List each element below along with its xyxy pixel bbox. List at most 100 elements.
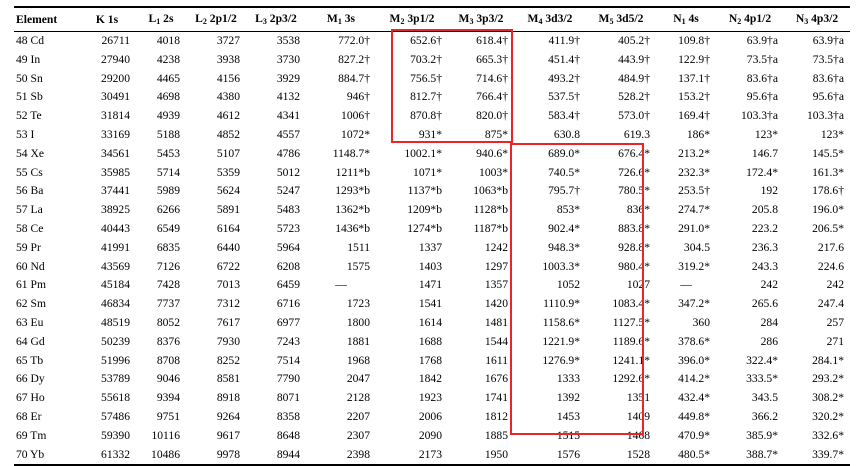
column-header-orbital: 3p3/2 <box>473 12 504 25</box>
energy-cell: 4380 <box>216 90 240 104</box>
energy-cell: 35985 <box>101 165 130 179</box>
energy-cell: 619.3 <box>623 127 650 141</box>
energy-cell: 5188 <box>156 127 180 141</box>
energy-cell: 172.4* <box>746 165 778 179</box>
energy-cell: 9394 <box>156 391 180 405</box>
energy-cell: 6440 <box>216 240 240 254</box>
energy-cell: 4132 <box>276 90 300 104</box>
energy-cell: 980.4* <box>618 259 650 273</box>
energy-cell: 304.5 <box>683 240 710 254</box>
energy-cell: 95.6†a <box>746 90 778 104</box>
energy-cell: 123* <box>754 127 778 141</box>
energy-cell: 1071* <box>413 165 442 179</box>
energy-cell: 6722 <box>216 259 240 273</box>
energy-cell: 265.6 <box>751 297 778 311</box>
energy-cell: 726.6* <box>618 165 650 179</box>
energy-cell: 217.6 <box>817 240 844 254</box>
energy-cell: 6549 <box>156 221 180 235</box>
table-row: 54 Xe 34561 5453 5107 4786 1148.7* 1002.1* 940.… <box>14 145 850 164</box>
energy-cell: 484.9† <box>618 71 650 85</box>
column-header-6: M2 3p1/2 <box>376 7 448 32</box>
energy-cell: 812.7† <box>410 90 442 104</box>
energy-cell: 573.0† <box>618 109 650 123</box>
energy-cell: 366.2 <box>751 409 778 423</box>
energy-cell: 449.8* <box>678 409 710 423</box>
energy-cell: 405.2† <box>618 34 650 47</box>
column-header-main: L <box>148 12 157 25</box>
energy-cell: 2207 <box>346 409 370 423</box>
energy-cell: 145.5* <box>812 146 844 160</box>
energy-cell: 1052 <box>556 278 580 292</box>
table-body: 48 Cd 26711 4018 3727 3538 772.0† 652.6† 618.4†… <box>14 32 850 466</box>
energy-cell: 8071 <box>276 391 300 405</box>
energy-cell: 1471 <box>418 278 442 292</box>
energy-cell: 1063*b <box>473 184 508 198</box>
energy-cell: 5453 <box>156 146 180 160</box>
energy-cell: 795.7† <box>548 184 580 198</box>
energy-cell: 1276.9* <box>542 353 580 367</box>
energy-cell: 772.0† <box>338 34 370 47</box>
energy-cell: 1128*b <box>473 203 508 217</box>
energy-cell: 73.5†a <box>812 52 844 66</box>
column-header-3: L2 2p1/2 <box>186 7 246 32</box>
column-header-2: L1 2s <box>136 7 186 32</box>
column-header-main: N <box>728 12 738 25</box>
energy-cell: 6459 <box>276 278 300 292</box>
energy-cell: 1688 <box>418 334 442 348</box>
table-row: 50 Sn 29200 4465 4156 3929 884.7† 756.5† 714.6†… <box>14 70 850 89</box>
energy-cell: 7013 <box>216 278 240 292</box>
energy-cell: 1768 <box>418 353 442 367</box>
table-row: 56 Ba 37441 5989 5624 5247 1293*b 1137*b 1063*b… <box>14 182 850 201</box>
energy-cell: 4786 <box>276 146 300 160</box>
table-row: 67 Ho 55618 9394 8918 8071 2128 1923 1741 1392 13… <box>14 389 850 408</box>
energy-cell: 1453 <box>556 409 580 423</box>
energy-cell: 948.3* <box>548 240 580 254</box>
element-cell: 57 La <box>16 203 43 217</box>
element-cell: 66 Dy <box>16 372 45 386</box>
energy-cell: 6266 <box>156 203 180 217</box>
energy-cell: 676.4* <box>618 146 650 160</box>
column-header-orbital: 3p1/2 <box>404 12 435 25</box>
energy-cell: 247.4 <box>817 297 844 311</box>
column-header-subscript: 3 <box>262 17 267 26</box>
energy-cell: 55618 <box>101 391 130 405</box>
energy-cell: 1357 <box>484 278 508 292</box>
energy-cell: 63.9†a <box>812 34 844 47</box>
energy-cell: 3929 <box>276 71 300 85</box>
energy-cell: 3938 <box>216 52 240 66</box>
element-cell: 53 I <box>16 127 35 141</box>
energy-cell: 192 <box>760 184 778 198</box>
table-row: 70 Yb 61332 10486 9978 8944 2398 2173 1950 1576 1… <box>14 445 850 466</box>
table-row: 69 Tm 59390 10116 9617 8648 2307 2090 1885 1515 1… <box>14 427 850 446</box>
table-row: 57 La 38925 6266 5891 5483 1362*b 1209*b 1128*b… <box>14 201 850 220</box>
column-header-subscript: 1 <box>337 17 342 26</box>
element-cell: 52 Te <box>16 109 42 123</box>
energy-cell: 31814 <box>101 109 130 123</box>
energy-cell: 2128 <box>346 391 370 405</box>
energy-cell: 5714 <box>156 165 180 179</box>
column-header-orbital: 2s <box>160 12 174 25</box>
energy-cell: 5964 <box>276 240 300 254</box>
energy-cell: 319.2* <box>678 259 710 273</box>
energy-cell: 29200 <box>101 71 130 85</box>
energy-cell: 2006 <box>418 409 442 423</box>
table-row: 49 In 27940 4238 3938 3730 827.2† 703.2† 665.3†… <box>14 51 850 70</box>
energy-cell: 931* <box>418 127 442 141</box>
table-row: 64 Gd 50239 8376 7930 7243 1881 1688 1544 1221.9… <box>14 333 850 352</box>
column-header-subscript: 4 <box>538 17 543 26</box>
energy-cell: 740.5* <box>548 165 580 179</box>
energy-cell: 9751 <box>156 409 180 423</box>
energy-cell: 8944 <box>246 445 306 466</box>
column-header-7: M3 3p3/2 <box>448 7 514 32</box>
energy-cell: 137.1† <box>678 71 710 85</box>
element-cell: 49 In <box>16 52 41 66</box>
table-row: 62 Sm 46834 7737 7312 6716 1723 1541 1420 1110.9… <box>14 295 850 314</box>
energy-cell: 470.9* <box>678 428 710 442</box>
energy-cell: 1006† <box>341 109 370 123</box>
energy-cell: 1881 <box>346 334 370 348</box>
energy-cell: 1544 <box>484 334 508 348</box>
element-cell: 55 Cs <box>16 165 43 179</box>
element-cell: 68 Er <box>16 409 42 423</box>
element-cell: 51 Sb <box>16 90 43 104</box>
energy-cell: 45184 <box>101 278 130 292</box>
